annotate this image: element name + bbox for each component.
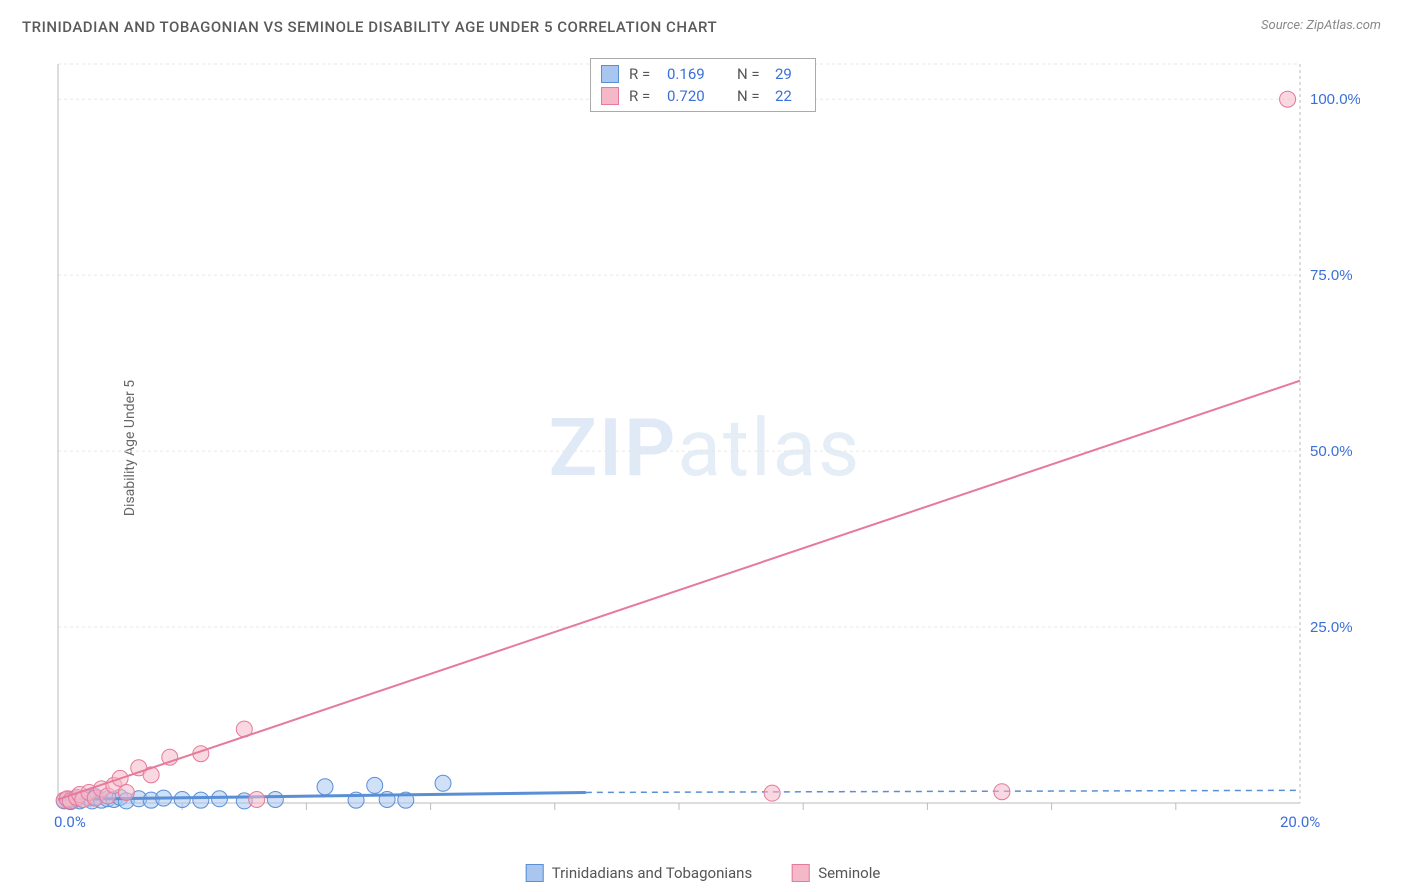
n-label: N =	[737, 65, 765, 83]
svg-text:0.0%: 0.0%	[54, 813, 86, 831]
chart-svg: 25.0% 50.0% 75.0% 100.0% 0.0% 20.0%	[50, 60, 1360, 835]
svg-text:25.0%: 25.0%	[1310, 619, 1353, 636]
legend-row-1: R = 0.169 N = 29	[601, 63, 805, 85]
n-value-2: 22	[775, 87, 805, 105]
n-value-1: 29	[775, 65, 805, 83]
r-label: R =	[629, 87, 657, 105]
swatch-series-2	[601, 87, 619, 105]
n-label: N =	[737, 87, 765, 105]
chart-area: Disability Age Under 5 ZIPatlas 25.0%50.…	[50, 60, 1360, 835]
svg-text:100.0%: 100.0%	[1310, 91, 1360, 108]
chart-title: TRINIDADIAN AND TOBAGONIAN VS SEMINOLE D…	[22, 18, 717, 36]
correlation-legend: R = 0.169 N = 29 R = 0.720 N = 22	[590, 58, 816, 112]
svg-text:20.0%: 20.0%	[1280, 813, 1320, 831]
legend-row-2: R = 0.720 N = 22	[601, 85, 805, 107]
r-value-2: 0.720	[667, 87, 727, 105]
swatch-series-1	[601, 65, 619, 83]
svg-text:50.0%: 50.0%	[1310, 443, 1353, 460]
legend-item-2: Seminole	[792, 864, 880, 882]
swatch-series-1-b	[526, 864, 544, 882]
legend-label-2: Seminole	[818, 864, 880, 882]
svg-text:75.0%: 75.0%	[1310, 267, 1353, 284]
source-attribution: Source: ZipAtlas.com	[1261, 18, 1381, 33]
series-legend: Trinidadians and Tobagonians Seminole	[526, 864, 881, 882]
legend-label-1: Trinidadians and Tobagonians	[552, 864, 752, 882]
legend-item-1: Trinidadians and Tobagonians	[526, 864, 752, 882]
swatch-series-2-b	[792, 864, 810, 882]
r-label: R =	[629, 65, 657, 83]
r-value-1: 0.169	[667, 65, 727, 83]
